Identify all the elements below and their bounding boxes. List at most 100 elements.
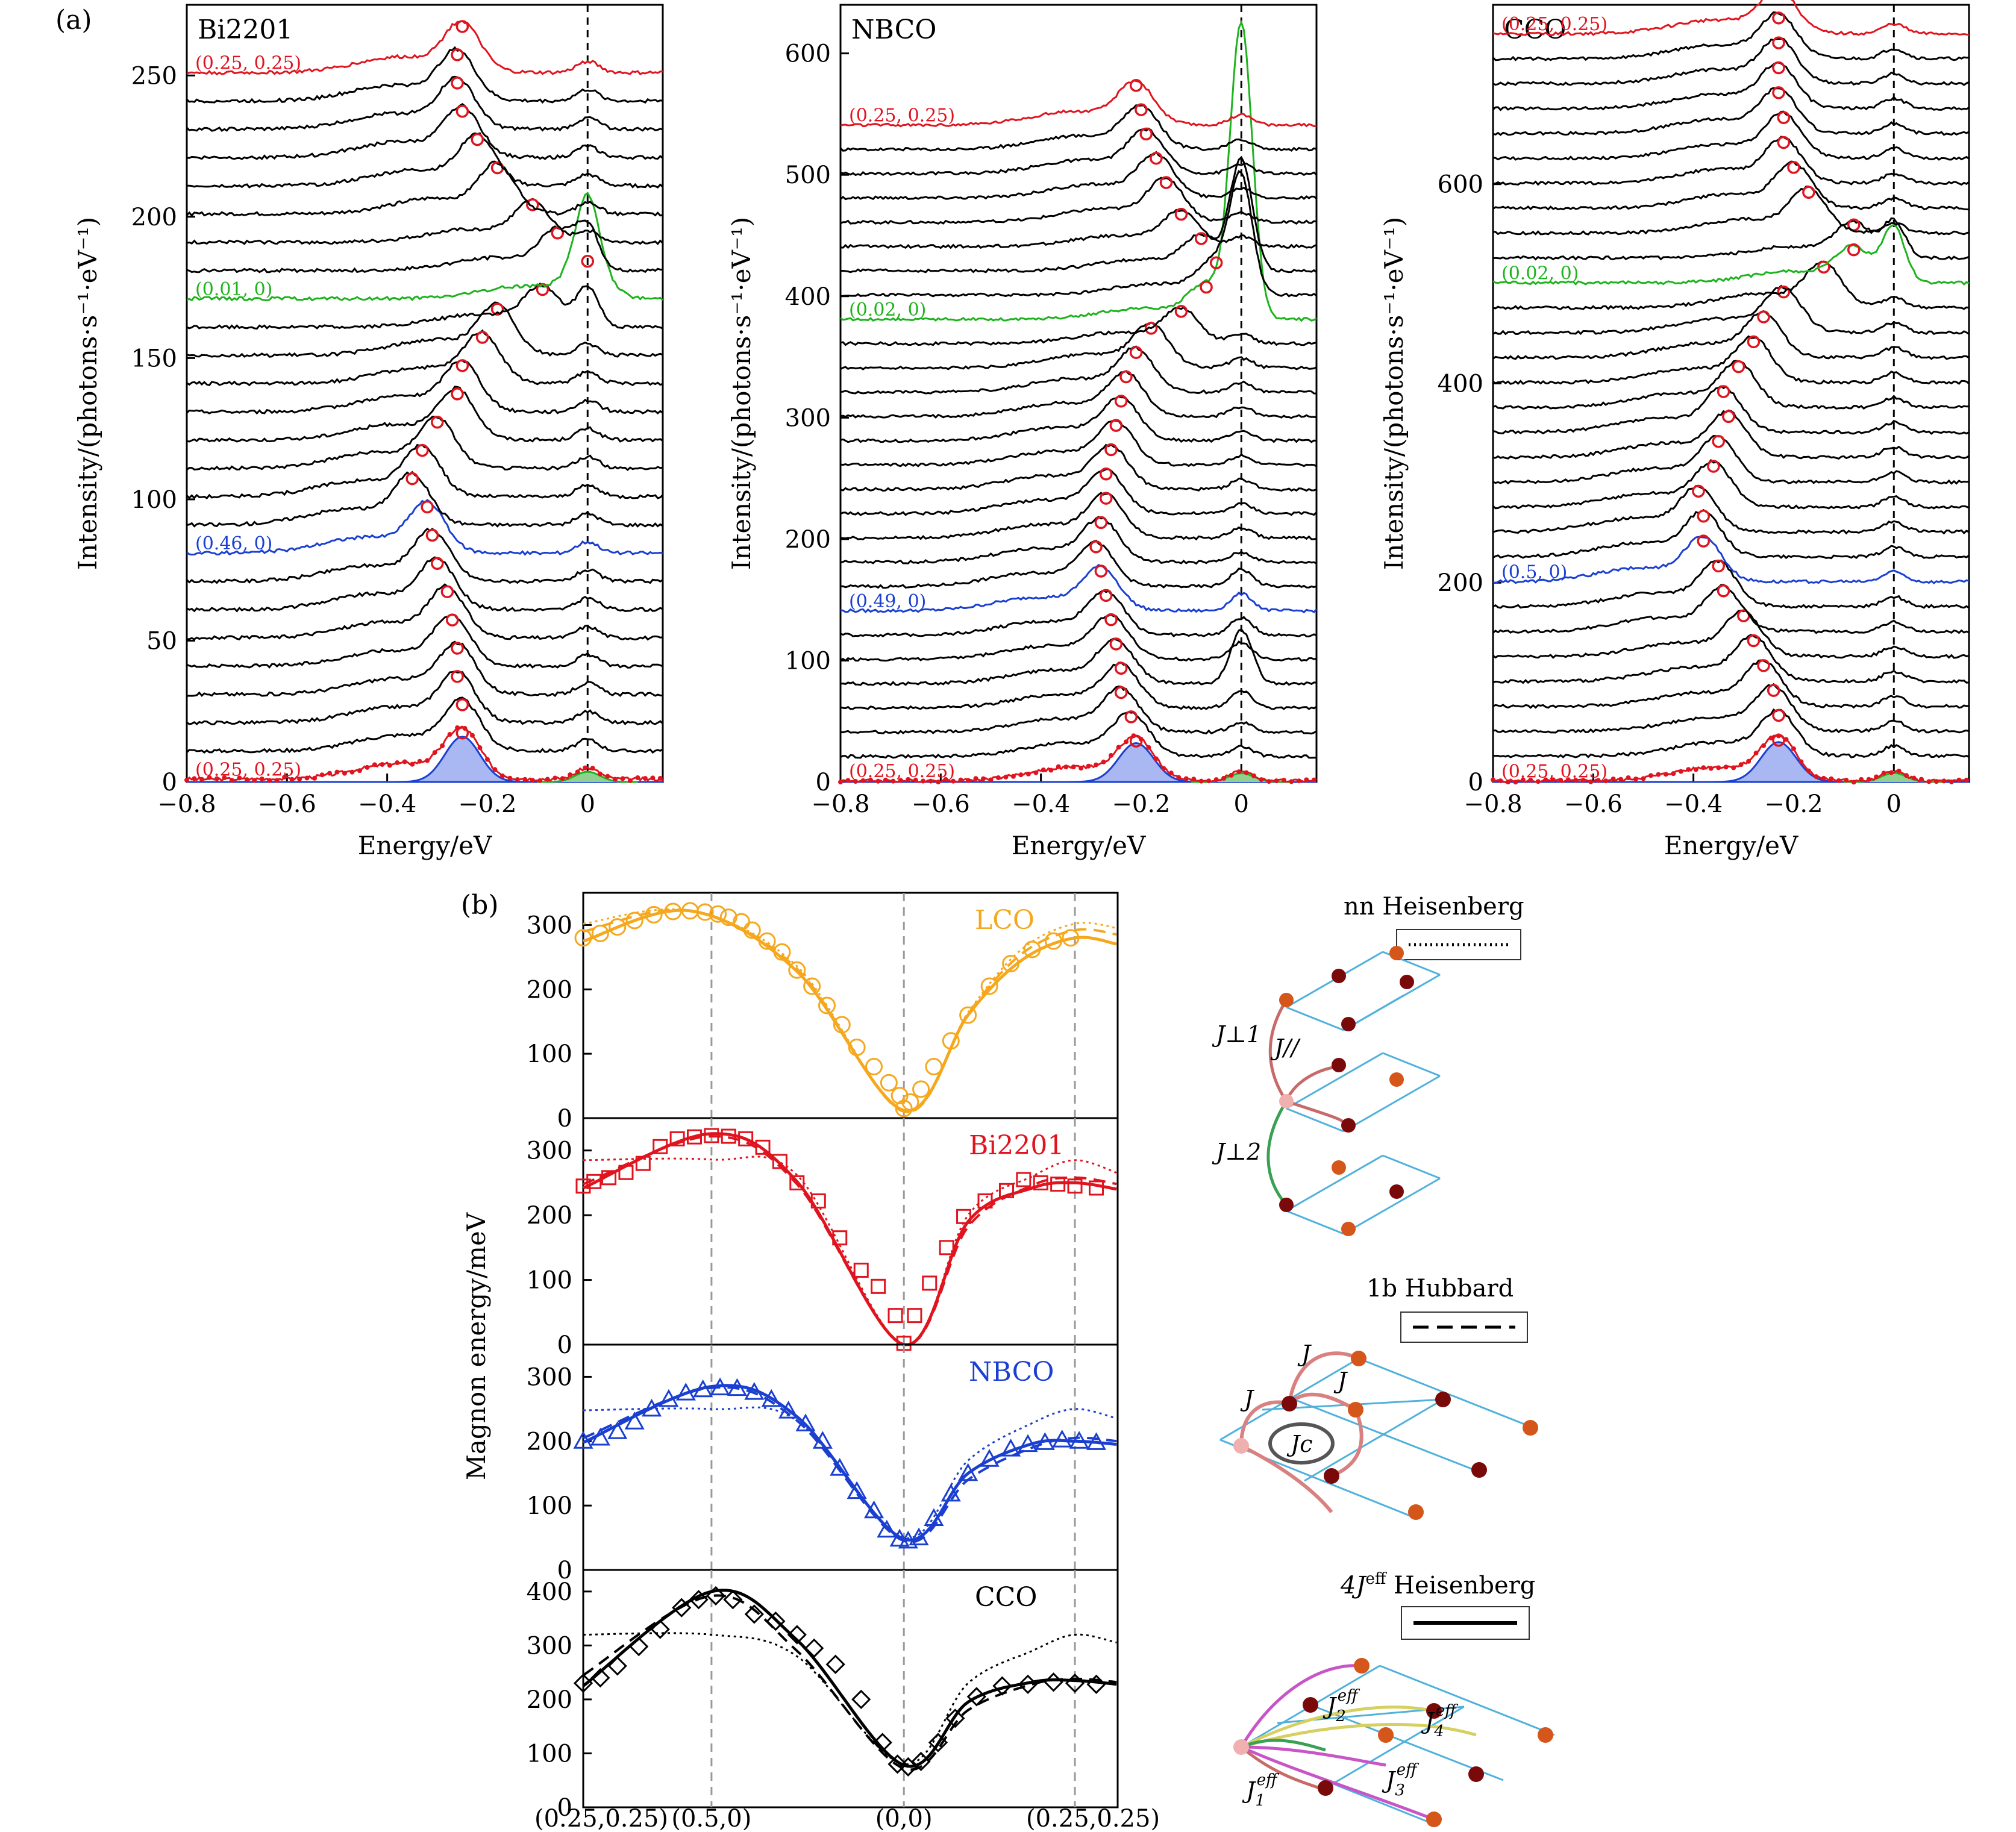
- data-marker: [959, 1006, 977, 1024]
- y-tick-label: 0: [557, 1557, 572, 1584]
- y-tick-label: 100: [527, 1267, 572, 1295]
- spectrum-curve: [186, 386, 663, 443]
- peak-marker: [425, 528, 439, 542]
- data-marker: [851, 1689, 871, 1710]
- spectrum-curve: [1492, 217, 1970, 261]
- spectrum-curve: [186, 725, 663, 783]
- peak-marker: [1119, 370, 1133, 384]
- x-tick-label: −0.4: [358, 790, 416, 818]
- x-tick-label: −0.8: [157, 790, 216, 818]
- peak-marker: [1712, 559, 1725, 573]
- spectrum-curve: [1492, 559, 1970, 609]
- peak-marker: [1089, 540, 1103, 554]
- data-marker: [804, 1638, 824, 1658]
- peak-marker: [1767, 684, 1780, 697]
- peak-marker: [1757, 659, 1770, 672]
- momentum-label: (0.02, 0): [849, 299, 926, 320]
- data-marker: [573, 1431, 593, 1449]
- y-tick-label: 200: [527, 976, 572, 1004]
- momentum-label: (0.46, 0): [195, 533, 272, 554]
- y-tick-label: 100: [527, 1040, 572, 1068]
- peak-marker: [455, 20, 469, 33]
- spectrum-curve: [1492, 734, 1970, 784]
- data-marker: [924, 1508, 944, 1527]
- peak-marker: [1124, 710, 1138, 724]
- data-marker: [941, 1483, 961, 1502]
- peak-marker: [1135, 103, 1148, 116]
- data-marker: [922, 1275, 938, 1291]
- dispersion-panel: 0 100 200 300 400 CCO: [527, 1569, 1119, 1822]
- peak-marker: [1129, 79, 1143, 92]
- spectrum-curve: [840, 516, 1317, 565]
- data-marker: [693, 1379, 713, 1398]
- label-j-left: J: [1240, 1386, 1254, 1412]
- data-marker: [787, 1625, 807, 1645]
- spectrum-curve: [840, 492, 1317, 541]
- data-marker: [1018, 1674, 1038, 1694]
- momentum-label: (0.02, 0): [1501, 263, 1579, 284]
- model-curve: [583, 1632, 1117, 1766]
- spectrum-curve: [1492, 110, 1970, 161]
- model-curve: [583, 1386, 1117, 1543]
- peak-marker: [1139, 127, 1153, 141]
- spectra-chart-cco: −0.8 −0.6 −0.4 −0.2 0 0 200 400 600 Energy/eV Inte…: [1379, 0, 1970, 860]
- spectrum-curve: [840, 564, 1318, 614]
- peak-marker: [1094, 564, 1108, 578]
- model-curve: [583, 1135, 1117, 1346]
- model-curve: [583, 908, 1117, 1113]
- model-curve: [582, 1132, 1117, 1346]
- data-marker: [727, 1378, 748, 1396]
- spectrum-curve: [840, 80, 1317, 128]
- data-marker: [706, 1586, 726, 1606]
- x-tick-label: −0.4: [1664, 790, 1723, 818]
- elastic-fit-area: [537, 771, 638, 783]
- peak-marker: [1697, 534, 1711, 548]
- data-marker: [958, 1463, 978, 1481]
- data-marker: [853, 1262, 869, 1278]
- dispersion-charts: 0 100 200 300 LCO 0 100 200 300 Bi2201 0 100 200 300 N…: [527, 892, 1160, 1832]
- y-tick-label: 200: [785, 526, 831, 554]
- peak-marker: [1717, 584, 1730, 598]
- peak-marker: [1692, 484, 1705, 498]
- spectrum-curve: [186, 132, 663, 189]
- sample-title: NBCO: [851, 14, 936, 45]
- momentum-label: (0.25, 0.25): [1501, 14, 1607, 35]
- spectrum-curve: [840, 734, 1317, 784]
- y-tick-label: 100: [785, 647, 831, 675]
- label-jpar: J//: [1270, 1034, 1301, 1061]
- peak-marker: [1109, 419, 1123, 432]
- spectrum-curve: [840, 685, 1317, 735]
- data-marker: [601, 1170, 617, 1186]
- peak-marker: [451, 670, 464, 683]
- data-marker: [1086, 1432, 1107, 1450]
- data-marker: [1067, 1178, 1083, 1194]
- data-marker: [1002, 955, 1020, 973]
- data-marker: [629, 1637, 649, 1657]
- data-marker: [818, 996, 836, 1014]
- peak-marker: [490, 302, 504, 316]
- peak-marker: [1772, 36, 1785, 49]
- peak-marker: [1094, 516, 1108, 530]
- peak-marker: [1194, 232, 1208, 245]
- data-marker: [744, 1604, 764, 1624]
- spectrum-curve: [840, 208, 1317, 249]
- peak-marker: [1772, 61, 1785, 75]
- data-marker: [669, 1131, 685, 1146]
- data-marker: [795, 1413, 816, 1431]
- data-marker: [925, 1058, 943, 1076]
- y-tick-label: 600: [1438, 171, 1483, 199]
- y-tick-label: 200: [527, 1686, 572, 1714]
- data-marker: [945, 1709, 965, 1728]
- spectrum-curve: [1492, 136, 1970, 186]
- spectrum-curve: [1492, 458, 1970, 510]
- model-curve: [582, 1589, 1117, 1768]
- spectrum-curve: [840, 628, 1317, 686]
- peak-marker: [471, 133, 484, 146]
- data-marker: [609, 918, 627, 936]
- spectrum-curve: [186, 103, 663, 160]
- spectrum-curve: [186, 416, 663, 472]
- spectrum-curve: [1492, 536, 1970, 584]
- data-marker: [1033, 1175, 1048, 1190]
- data-marker: [645, 905, 663, 924]
- peak-marker: [1772, 86, 1785, 99]
